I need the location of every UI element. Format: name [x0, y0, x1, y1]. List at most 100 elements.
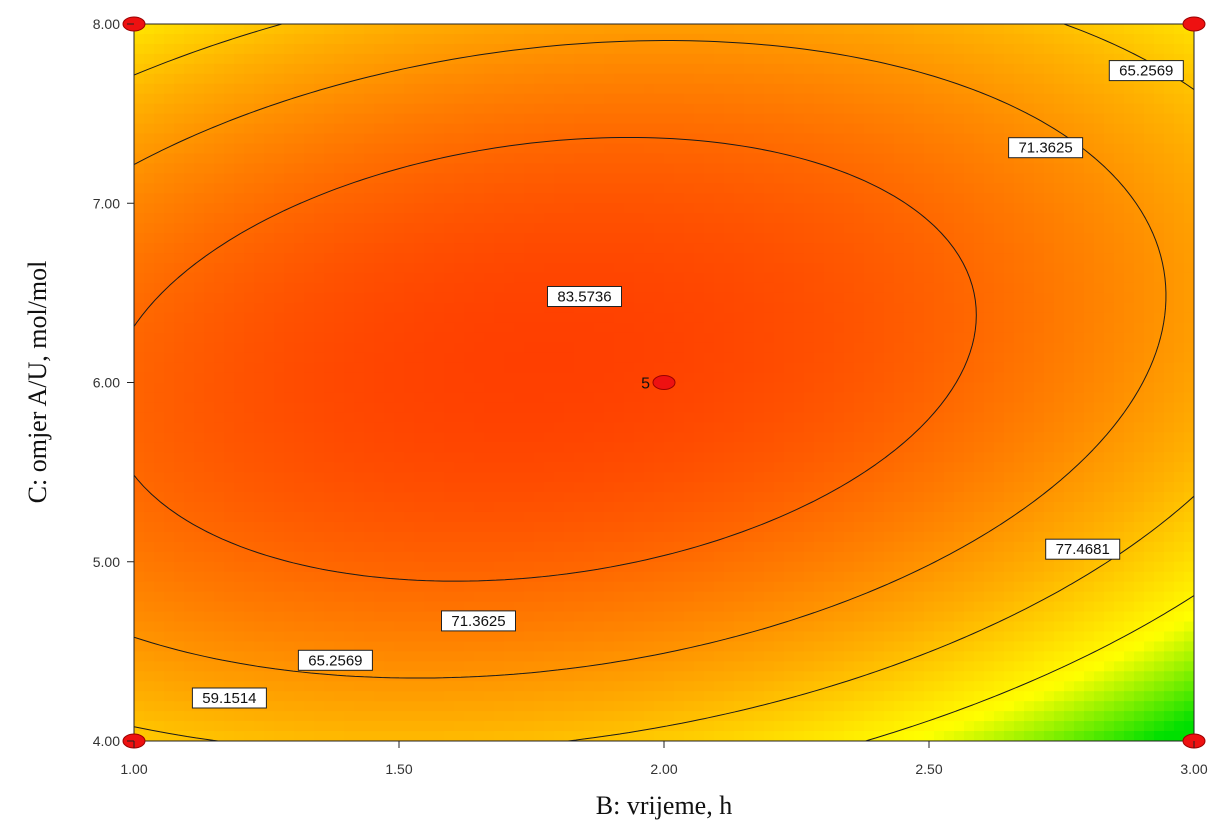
heatmap-cell [444, 282, 455, 294]
heatmap-cell [344, 342, 355, 354]
heatmap-cell [344, 133, 355, 145]
heatmap-cell [464, 412, 475, 423]
heatmap-cell [744, 322, 755, 334]
heatmap-cell [184, 442, 195, 453]
heatmap-cell [404, 711, 415, 722]
heatmap-cell [604, 322, 615, 334]
heatmap-cell [424, 711, 435, 722]
heatmap-cell [534, 133, 545, 145]
heatmap-cell [794, 711, 805, 722]
heatmap-cell [384, 73, 395, 85]
heatmap-cell [374, 312, 385, 324]
heatmap-cell [164, 123, 175, 135]
heatmap-cell [714, 133, 725, 145]
heatmap-cell [144, 442, 155, 453]
heatmap-cell [584, 63, 595, 75]
heatmap-cell [224, 581, 235, 593]
heatmap-cell [654, 213, 665, 224]
heatmap-cell [564, 631, 575, 643]
heatmap-cell [744, 661, 755, 672]
heatmap-cell [364, 531, 375, 543]
heatmap-cell [644, 282, 655, 294]
heatmap-cell [144, 173, 155, 184]
heatmap-cell [814, 442, 825, 453]
heatmap-cell [444, 681, 455, 692]
heatmap-cell [364, 482, 375, 493]
heatmap-cell [604, 691, 615, 702]
heatmap-cell [454, 322, 465, 334]
heatmap-cell [544, 352, 555, 364]
heatmap-cell [364, 352, 375, 364]
heatmap-cell [384, 33, 395, 45]
heatmap-cell [684, 631, 695, 643]
heatmap-cell [524, 372, 535, 384]
heatmap-cell [814, 33, 825, 45]
heatmap-cell [734, 43, 745, 55]
heatmap-cell [304, 511, 315, 523]
heatmap-cell [724, 292, 735, 304]
heatmap-cell [524, 63, 535, 75]
heatmap-cell [274, 173, 285, 184]
heatmap-cell [374, 213, 385, 224]
heatmap-cell [174, 24, 185, 35]
heatmap-cell [344, 422, 355, 433]
heatmap-cell [724, 581, 735, 593]
heatmap-cell [324, 113, 335, 125]
heatmap-cell [464, 691, 475, 702]
heatmap-cell [324, 43, 335, 55]
heatmap-cell [324, 541, 335, 553]
heatmap-cell [494, 392, 505, 404]
heatmap-cell [704, 113, 715, 125]
heatmap-cell [374, 472, 385, 483]
heatmap-cell [294, 482, 305, 493]
heatmap-cell [394, 282, 405, 294]
heatmap-cell [524, 103, 535, 115]
heatmap-cell [824, 163, 835, 174]
heatmap-cell [734, 482, 745, 493]
heatmap-cell [624, 382, 635, 394]
heatmap-cell [244, 492, 255, 503]
heatmap-cell [274, 492, 285, 503]
heatmap-cell [464, 292, 475, 304]
heatmap-cell [554, 24, 565, 35]
heatmap-cell [634, 442, 645, 453]
heatmap-cell [384, 502, 395, 513]
heatmap-cell [574, 631, 585, 643]
heatmap-cell [384, 531, 395, 543]
heatmap-cell [544, 731, 555, 741]
heatmap-cell [424, 113, 435, 125]
heatmap-cell [244, 621, 255, 633]
heatmap-cell [794, 24, 805, 35]
heatmap-cell [774, 571, 785, 583]
heatmap-cell [704, 24, 715, 35]
heatmap-cell [264, 352, 275, 364]
heatmap-cell [574, 223, 585, 234]
heatmap-cell [154, 422, 165, 433]
heatmap-cell [324, 392, 335, 404]
heatmap-cell [644, 352, 655, 364]
heatmap-cell [174, 163, 185, 174]
heatmap-cell [284, 561, 295, 573]
heatmap-cell [534, 322, 545, 334]
heatmap-cell [394, 233, 405, 244]
heatmap-cell [204, 502, 215, 513]
heatmap-cell [684, 462, 695, 473]
heatmap-cell [464, 113, 475, 125]
heatmap-cell [784, 611, 795, 623]
heatmap-cell [464, 362, 475, 374]
heatmap-cell [444, 671, 455, 682]
heatmap-cell [254, 73, 265, 85]
heatmap-cell [184, 352, 195, 364]
heatmap-cell [764, 472, 775, 483]
heatmap-cell [264, 362, 275, 374]
heatmap-cell [344, 302, 355, 314]
heatmap-cell [514, 253, 525, 264]
heatmap-cell [644, 581, 655, 593]
heatmap-cell [384, 601, 395, 613]
heatmap-cell [694, 253, 705, 264]
heatmap-cell [364, 492, 375, 503]
heatmap-cell [614, 33, 625, 45]
heatmap-cell [764, 631, 775, 643]
heatmap-cell [214, 681, 225, 692]
heatmap-cell [714, 731, 725, 741]
